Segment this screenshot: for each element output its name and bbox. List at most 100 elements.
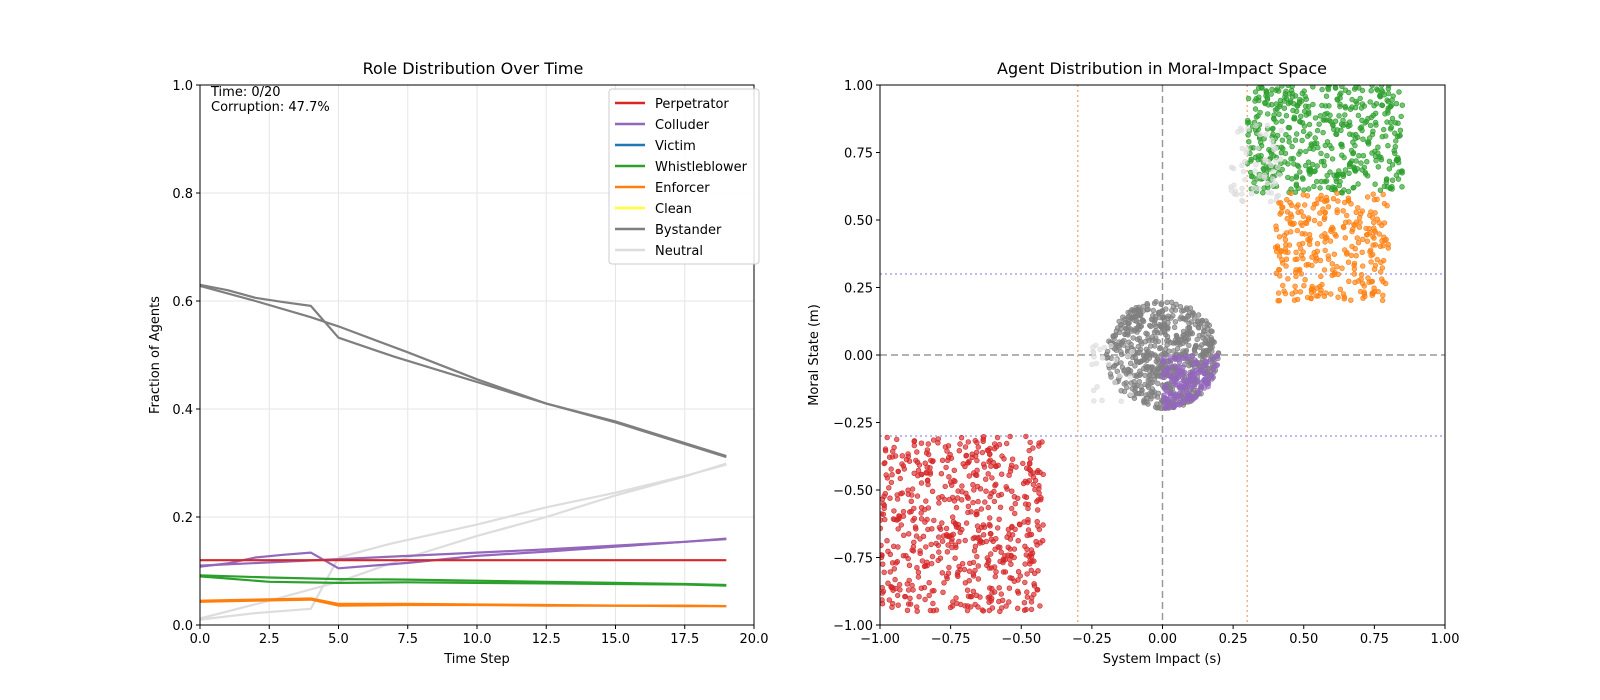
agent-point-perpetrator: [1014, 605, 1021, 611]
agent-point-perpetrator: [1009, 575, 1015, 581]
agent-point-neutral: [1257, 173, 1263, 179]
left-x-tick-label: 5.0: [328, 632, 349, 647]
agent-point-bystander: [1170, 313, 1176, 319]
agent-point-bystander: [1121, 337, 1127, 344]
agent-point-whistleblower: [1326, 103, 1332, 109]
agent-point-perpetrator: [991, 488, 997, 495]
agent-point-whistleblower: [1348, 147, 1355, 154]
agent-point-bystander: [1144, 357, 1150, 363]
agent-point-whistleblower: [1359, 167, 1366, 173]
agent-point-perpetrator: [900, 552, 907, 559]
agent-point-bystander: [1208, 335, 1214, 341]
agent-point-whistleblower: [1389, 162, 1396, 168]
agent-point-colluder: [1172, 392, 1178, 398]
agent-point-enforcer: [1374, 256, 1380, 263]
agent-point-enforcer: [1371, 197, 1378, 203]
right-y-tick-label: 0.75: [844, 147, 873, 162]
legend-label-whistleblower: Whistleblower: [655, 160, 748, 175]
agent-point-enforcer: [1355, 205, 1361, 211]
agent-point-enforcer: [1341, 296, 1348, 302]
agent-point-whistleblower: [1336, 182, 1343, 189]
agent-point-perpetrator: [1034, 469, 1041, 475]
agent-point-enforcer: [1293, 249, 1299, 256]
agent-point-enforcer: [1365, 275, 1371, 281]
agent-point-whistleblower: [1306, 121, 1313, 128]
agent-point-bystander: [1165, 324, 1171, 331]
agent-point-perpetrator: [908, 498, 914, 504]
left-series-lines: [199, 283, 727, 621]
agent-point-whistleblower: [1359, 127, 1365, 134]
agent-point-perpetrator: [936, 549, 942, 555]
agent-point-enforcer: [1348, 252, 1355, 259]
agent-point-whistleblower: [1293, 173, 1300, 179]
agent-point-perpetrator: [944, 448, 950, 454]
agent-point-perpetrator: [920, 533, 927, 539]
legend-label-enforcer: Enforcer: [655, 181, 710, 196]
agent-point-whistleblower: [1336, 168, 1342, 174]
agent-point-bystander: [1123, 380, 1129, 386]
agent-point-bystander: [1185, 313, 1191, 319]
agent-point-enforcer: [1285, 276, 1291, 282]
agent-point-bystander: [1125, 332, 1131, 338]
agent-point-whistleblower: [1395, 176, 1402, 182]
agent-point-enforcer: [1275, 290, 1282, 296]
agent-point-bystander: [1155, 404, 1162, 411]
agent-point-enforcer: [1330, 196, 1337, 202]
agent-point-whistleblower: [1252, 89, 1259, 95]
agent-point-perpetrator: [1021, 607, 1028, 613]
agent-point-enforcer: [1319, 281, 1325, 288]
agent-point-whistleblower: [1313, 140, 1320, 147]
agent-point-perpetrator: [897, 475, 903, 482]
agent-point-perpetrator: [900, 532, 907, 538]
agent-point-perpetrator: [972, 534, 978, 541]
agent-point-neutral: [1255, 185, 1262, 192]
agent-point-whistleblower: [1392, 150, 1398, 157]
agent-point-bystander: [1186, 342, 1192, 349]
agent-point-perpetrator: [977, 594, 983, 600]
agent-point-neutral: [1253, 162, 1259, 168]
agent-point-perpetrator: [1023, 552, 1030, 558]
agent-point-colluder: [1190, 362, 1196, 368]
agent-point-bystander: [1160, 314, 1166, 320]
agent-point-bystander: [1189, 330, 1196, 337]
agent-point-bystander: [1137, 349, 1143, 355]
agent-point-whistleblower: [1334, 173, 1341, 179]
agent-point-colluder: [1177, 395, 1184, 401]
agent-point-whistleblower: [1275, 88, 1282, 94]
agent-point-perpetrator: [1022, 561, 1028, 567]
agent-point-perpetrator: [942, 483, 948, 490]
agent-point-neutral: [1128, 391, 1134, 397]
agent-point-enforcer: [1358, 272, 1365, 278]
agent-point-whistleblower: [1389, 177, 1396, 183]
agent-point-whistleblower: [1322, 142, 1329, 149]
agent-point-perpetrator: [1034, 587, 1040, 593]
agent-point-perpetrator: [919, 471, 925, 478]
agent-point-whistleblower: [1291, 161, 1297, 167]
agent-point-perpetrator: [1040, 471, 1046, 478]
agent-point-neutral: [1269, 137, 1275, 144]
agent-point-whistleblower: [1364, 159, 1370, 165]
agent-point-whistleblower: [1281, 105, 1288, 111]
agent-point-bystander: [1121, 316, 1128, 323]
left-x-tick-label: 7.5: [397, 632, 418, 647]
agent-point-perpetrator: [895, 526, 901, 532]
agent-point-enforcer: [1323, 194, 1330, 201]
agent-point-colluder: [1196, 370, 1202, 376]
agent-point-whistleblower: [1347, 131, 1353, 137]
agent-point-perpetrator: [925, 481, 931, 488]
agent-point-bystander: [1203, 351, 1210, 357]
left-y-axis-label: Fraction of Agents: [148, 296, 163, 414]
agent-point-perpetrator: [982, 476, 989, 482]
agent-point-perpetrator: [909, 492, 915, 498]
agent-point-enforcer: [1313, 293, 1319, 299]
agent-point-bystander: [1177, 304, 1184, 310]
agent-point-neutral: [1257, 131, 1263, 138]
agent-point-perpetrator: [993, 569, 999, 575]
legend-label-victim: Victim: [655, 139, 696, 154]
agent-point-perpetrator: [970, 573, 977, 579]
agent-point-enforcer: [1346, 278, 1352, 284]
agent-point-perpetrator: [1024, 594, 1031, 600]
agent-point-perpetrator: [1022, 579, 1028, 586]
agent-point-whistleblower: [1369, 131, 1376, 138]
agent-point-perpetrator: [1028, 567, 1035, 573]
